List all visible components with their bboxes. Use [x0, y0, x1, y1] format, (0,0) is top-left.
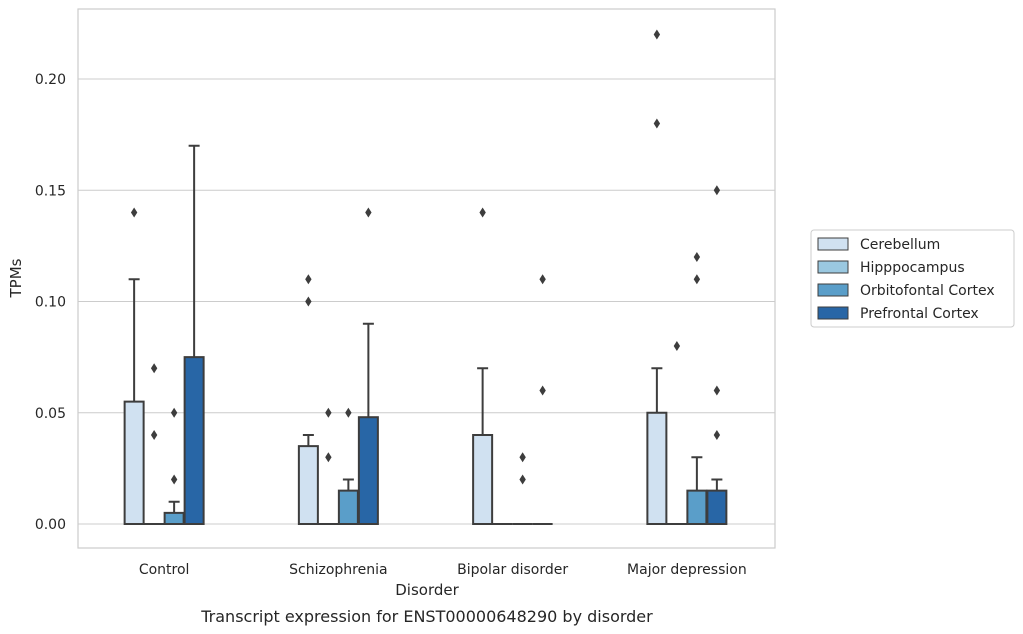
x-axis-title: Disorder — [395, 581, 459, 599]
outlier-point — [519, 452, 526, 463]
box-orbitofontal-cortex — [686, 252, 708, 525]
outlier-point — [479, 207, 486, 218]
box-hipppocampus — [318, 407, 339, 525]
outlier-point — [519, 474, 526, 485]
outlier-point — [305, 296, 312, 307]
box-body — [686, 489, 708, 525]
outlier-point — [345, 407, 352, 418]
box-prefrontal-cortex — [532, 274, 553, 525]
legend-frame — [810, 229, 1015, 328]
x-tick-label: Major depression — [627, 562, 747, 578]
x-tick-label: Bipolar disorder — [457, 562, 568, 578]
outlier-point — [305, 274, 312, 285]
box-body — [123, 400, 145, 525]
outlier-point — [693, 274, 701, 285]
outlier-point — [713, 185, 721, 196]
box-cerebellum — [472, 207, 494, 525]
outlier-point — [150, 430, 158, 440]
box-body — [646, 411, 668, 525]
outlier-point — [150, 363, 158, 374]
outlier-point — [539, 385, 546, 396]
outlier-point — [713, 430, 721, 440]
legend-swatch — [817, 237, 849, 251]
box-body — [357, 416, 379, 526]
box-prefrontal-cortex — [183, 144, 205, 525]
box-body — [472, 434, 494, 525]
box-body — [183, 356, 205, 525]
plot-frame — [77, 8, 776, 549]
box-prefrontal-cortex — [706, 185, 728, 525]
box-orbitofontal-cortex — [512, 452, 533, 525]
outlier-point — [539, 274, 546, 285]
legend-label: Prefrontal Cortex — [860, 306, 979, 322]
legend-swatch — [817, 260, 849, 274]
y-tick-label: 0.05 — [35, 406, 66, 422]
box-body — [297, 445, 319, 525]
legend-label: Hipppocampus — [860, 260, 965, 276]
outlier-point — [170, 407, 178, 418]
outlier-point — [130, 207, 138, 218]
legend-label: Cerebellum — [860, 237, 940, 253]
outlier-point — [365, 207, 372, 218]
box-body — [163, 511, 185, 525]
outlier-point — [325, 452, 332, 463]
outlier-point — [170, 474, 178, 485]
outlier-point — [673, 341, 681, 351]
box-cerebellum — [123, 207, 145, 525]
outlier-point — [325, 407, 332, 418]
y-tick-label: 0.10 — [35, 295, 66, 311]
legend-swatch — [817, 283, 849, 297]
x-tick-labels: Control Schizophrenia Bipolar disorder Majo… — [139, 562, 747, 578]
outlier-point — [693, 252, 701, 262]
box-body — [337, 489, 359, 525]
box-hipppocampus — [666, 341, 687, 525]
legend-swatch — [817, 306, 849, 320]
x-tick-label: Control — [139, 562, 190, 578]
boxes-layer — [123, 29, 728, 526]
y-tick-labels: 0.00 0.05 0.10 0.15 0.20 — [35, 72, 66, 533]
box-cerebellum — [646, 29, 668, 525]
legend: Cerebellum Hipppocampus Orbitofontal Corte… — [810, 229, 1015, 328]
legend-label: Orbitofontal Cortex — [860, 283, 995, 299]
box-body — [706, 489, 728, 525]
x-tick-label: Schizophrenia — [289, 562, 387, 578]
chart-caption: Transcript expression for ENST0000064829… — [200, 607, 653, 626]
y-tick-label: 0.15 — [35, 183, 66, 199]
y-tick-label: 0.20 — [35, 72, 66, 88]
outlier-point — [653, 118, 661, 129]
box-hipppocampus — [144, 363, 165, 525]
y-axis-title: TPMs — [7, 258, 25, 298]
outlier-point — [713, 385, 721, 396]
outlier-point — [653, 29, 661, 40]
box-cerebellum — [297, 274, 319, 525]
box-prefrontal-cortex — [357, 207, 379, 526]
plot-background — [78, 9, 775, 548]
y-tick-label: 0.00 — [35, 517, 66, 533]
box-orbitofontal-cortex — [163, 407, 185, 525]
